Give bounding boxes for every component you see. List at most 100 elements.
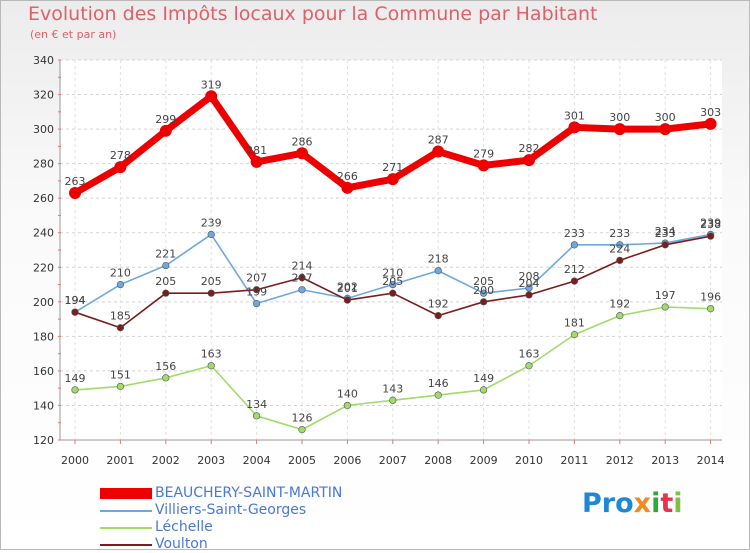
data-point (616, 241, 624, 249)
data-label: 185 (110, 310, 131, 323)
legend-label: Villiers-Saint-Georges (155, 502, 307, 518)
data-label: 287 (428, 134, 449, 147)
data-point (661, 241, 669, 249)
data-point (616, 312, 624, 320)
y-tick-label: 340 (33, 54, 54, 67)
data-point (253, 286, 261, 294)
data-point (389, 289, 397, 297)
x-tick-label: 2009 (470, 454, 498, 467)
data-point (477, 159, 490, 172)
data-point (69, 187, 81, 199)
data-label: 233 (609, 227, 630, 240)
data-label: 196 (700, 291, 721, 304)
data-label: 205 (473, 275, 494, 288)
data-label: 192 (609, 298, 630, 311)
data-point (480, 386, 488, 394)
chart-title: Evolution des Impôts locaux pour la Comm… (28, 3, 598, 25)
data-label: 263 (65, 175, 86, 188)
legend-swatch (100, 526, 152, 529)
logo-part: i (673, 488, 683, 519)
data-point (71, 308, 79, 316)
legend-swatch (100, 509, 152, 512)
data-label: 194 (65, 294, 86, 307)
data-label: 149 (65, 372, 86, 385)
data-point (434, 312, 442, 320)
data-label: 319 (201, 78, 222, 91)
data-point (253, 299, 261, 308)
y-tick-label: 280 (33, 158, 54, 171)
data-point (114, 161, 127, 174)
legend-swatch (100, 488, 152, 499)
data-point (205, 90, 218, 103)
data-label: 192 (428, 298, 449, 311)
y-tick-label: 200 (33, 296, 54, 309)
data-label: 202 (337, 280, 358, 293)
data-point (296, 147, 308, 160)
data-point (116, 324, 124, 332)
data-label: 197 (655, 289, 676, 302)
data-label: 204 (519, 277, 540, 290)
data-point (116, 382, 124, 391)
data-point (341, 181, 354, 194)
data-point (525, 284, 533, 292)
data-point (704, 117, 717, 130)
x-tick-label: 2001 (106, 454, 134, 467)
data-label: 205 (155, 275, 176, 288)
y-tick-label: 120 (33, 434, 54, 447)
data-label: 126 (292, 412, 313, 425)
data-point (706, 305, 715, 313)
data-label: 233 (655, 227, 676, 240)
data-label: 207 (292, 272, 313, 285)
data-point (207, 230, 215, 239)
data-label: 205 (382, 275, 403, 288)
x-tick-label: 2012 (606, 454, 634, 467)
data-label: 163 (201, 348, 222, 361)
logo-part: Pro (582, 488, 634, 519)
data-label: 300 (655, 111, 676, 124)
data-label: 151 (110, 368, 131, 381)
data-label: 224 (609, 242, 630, 255)
data-point (162, 289, 170, 297)
data-label: 278 (110, 149, 131, 162)
data-label: 181 (564, 317, 585, 330)
data-label: 303 (700, 106, 721, 119)
data-label: 143 (382, 382, 403, 395)
x-tick-label: 2008 (424, 454, 452, 467)
data-point (706, 232, 715, 240)
data-point (162, 374, 170, 382)
data-label: 239 (201, 216, 222, 229)
logo-part: x (633, 488, 652, 519)
legend-label: Léchelle (155, 519, 213, 535)
data-label: 199 (246, 286, 267, 299)
x-tick-label: 2007 (379, 454, 407, 467)
data-point (162, 261, 170, 270)
data-point (343, 401, 352, 410)
data-point (298, 286, 306, 294)
data-label: 218 (428, 253, 449, 266)
data-point (570, 277, 579, 285)
data-label: 301 (564, 109, 585, 122)
logo-part: i (651, 488, 661, 519)
y-tick-label: 240 (33, 227, 54, 240)
data-label: 233 (564, 227, 585, 240)
chart-subtitle: (en € et par an) (30, 28, 117, 41)
x-tick-label: 2005 (288, 454, 316, 467)
logo-part: t (660, 488, 674, 519)
data-point (298, 274, 306, 282)
data-label: 205 (201, 275, 222, 288)
data-point (71, 386, 79, 394)
data-point (568, 121, 581, 134)
data-point (116, 280, 124, 289)
legend-label: Voulton (155, 536, 208, 552)
data-label: 208 (519, 270, 540, 283)
y-tick-label: 220 (33, 261, 54, 274)
data-label: 200 (473, 284, 494, 297)
data-point (298, 426, 306, 434)
data-label: 281 (246, 144, 267, 157)
data-point (434, 391, 442, 399)
data-label: 300 (609, 111, 630, 124)
data-label: 156 (155, 360, 176, 373)
x-tick-label: 2006 (333, 454, 361, 467)
data-label: 210 (382, 267, 403, 280)
legend-label: BEAUCHERY-SAINT-MARTIN (155, 485, 343, 501)
